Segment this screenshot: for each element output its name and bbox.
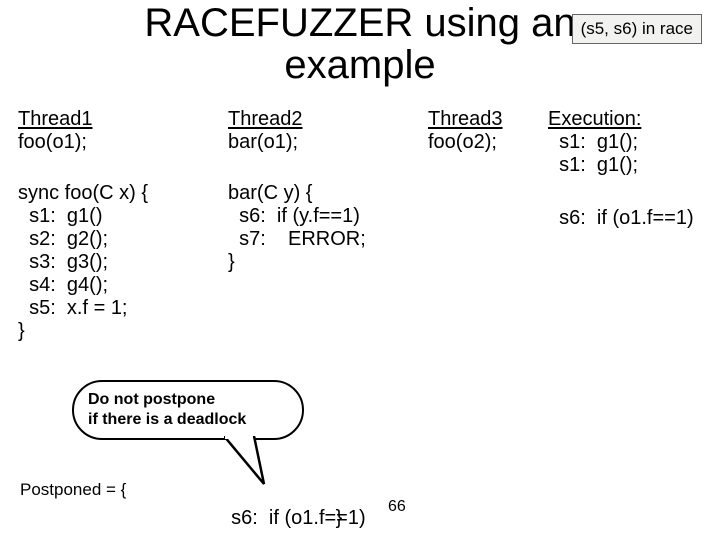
thread2-code: bar(C y) { s6: if (y.f==1) s7: ERROR; } <box>228 182 428 274</box>
code-line: } <box>228 251 428 274</box>
execution-header: Execution: <box>548 108 704 131</box>
columns: Thread1 foo(o1); sync foo(C x) { s1: g1(… <box>18 108 704 343</box>
code-line: s3: g3(); <box>18 251 228 274</box>
code-line: sync foo(C x) { <box>18 182 228 205</box>
bottom-code-text: s6: if (o1.f==1) <box>231 507 366 529</box>
code-line: s7: ERROR; <box>228 228 428 251</box>
code-line: } <box>18 320 228 343</box>
exec-line: s6: if (o1.f==1) <box>548 207 704 230</box>
code-line: s6: if (y.f==1) <box>228 205 428 228</box>
speech-bubble: Do not postpone if there is a deadlock <box>72 380 304 440</box>
thread3-call: foo(o2); <box>428 131 548 154</box>
code-line: s2: g2(); <box>18 228 228 251</box>
thread1-header: Thread1 <box>18 108 228 131</box>
page-number: 66 <box>388 498 406 516</box>
race-badge: (s5, s6) in race <box>572 14 702 44</box>
code-line: s5: x.f = 1; <box>18 297 228 320</box>
thread1-call: foo(o1); <box>18 131 228 154</box>
thread3-header: Thread3 <box>428 108 548 131</box>
code-line: s1: g1() <box>18 205 228 228</box>
code-line: s4: g4(); <box>18 274 228 297</box>
thread2-call: bar(o1); <box>228 131 428 154</box>
col-thread1: Thread1 foo(o1); sync foo(C x) { s1: g1(… <box>18 108 228 343</box>
close-brace: } <box>336 507 343 529</box>
exec-extra: s6: if (o1.f==1) <box>548 207 704 230</box>
bubble-line-2: if there is a deadlock <box>88 410 288 430</box>
title-line-2: example <box>0 44 720 86</box>
col-thread3: Thread3 foo(o2); <box>428 108 548 343</box>
thread2-header: Thread2 <box>228 108 428 131</box>
col-thread2: Thread2 bar(o1); bar(C y) { s6: if (y.f=… <box>228 108 428 343</box>
bottom-code: s6: if (o1.f==1)} <box>220 484 372 530</box>
code-line: bar(C y) { <box>228 182 428 205</box>
col-execution: Execution: s1: g1(); s1: g1(); s6: if (o… <box>548 108 704 343</box>
postponed-label: Postponed = { <box>20 480 126 500</box>
exec-line: s1: g1(); <box>548 131 704 154</box>
exec-line: s1: g1(); <box>548 154 704 177</box>
thread1-code: sync foo(C x) { s1: g1() s2: g2(); s3: g… <box>18 182 228 343</box>
bubble-line-1: Do not postpone <box>88 390 288 410</box>
